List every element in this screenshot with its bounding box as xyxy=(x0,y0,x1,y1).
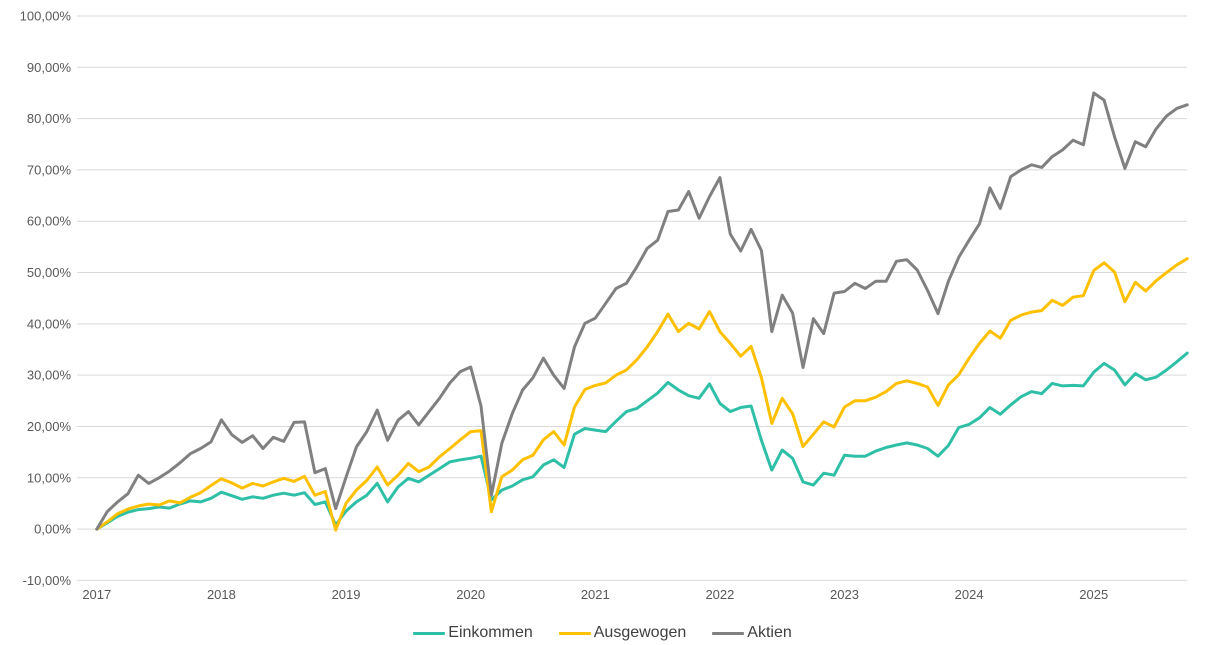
y-axis-tick-label: 40,00% xyxy=(27,316,72,331)
series-line-aktien xyxy=(95,91,1189,531)
y-axis-tick-label: 90,00% xyxy=(27,60,72,75)
legend-label-einkommen: Einkommen xyxy=(448,624,533,641)
x-axis-tick-label: 2021 xyxy=(581,587,610,602)
x-axis-tick-label: 2023 xyxy=(830,587,859,602)
x-axis-tick-label: 2019 xyxy=(332,587,361,602)
y-axis-tick-label: 30,00% xyxy=(27,368,72,383)
aktien-line-swatch xyxy=(712,631,745,635)
y-axis-tick-label: 50,00% xyxy=(27,265,72,280)
y-axis-tick-label: 60,00% xyxy=(27,214,72,229)
y-axis-tick-label: 20,00% xyxy=(27,419,72,434)
y-axis-tick-label: 0,00% xyxy=(34,522,71,537)
x-axis-tick-label: 2022 xyxy=(705,587,734,602)
y-axis-tick-label: -10,00% xyxy=(23,573,72,588)
x-axis-tick-label: 2024 xyxy=(955,587,984,602)
series-line-ausgewogen xyxy=(95,257,1189,532)
series-line-einkommen xyxy=(95,351,1189,531)
x-axis-tick-label: 2020 xyxy=(456,587,485,602)
y-axis-tick-label: 80,00% xyxy=(27,111,72,126)
ausgewogen-line-swatch xyxy=(558,631,591,635)
y-axis-tick-label: 70,00% xyxy=(27,162,72,177)
x-axis-tick-label: 2025 xyxy=(1079,587,1108,602)
legend-item-ausgewogen: Ausgewogen xyxy=(558,624,687,642)
chart-legend: Einkommen Ausgewogen Aktien xyxy=(0,620,1205,645)
legend-label-ausgewogen: Ausgewogen xyxy=(593,624,687,641)
y-axis-tick-label: 10,00% xyxy=(27,470,72,485)
legend-item-aktien: Aktien xyxy=(712,624,792,642)
x-axis-tick-label: 2017 xyxy=(82,587,111,602)
y-axis-tick-label: 100,00% xyxy=(20,9,72,24)
legend-label-aktien: Aktien xyxy=(747,624,792,641)
x-axis-tick-label: 2018 xyxy=(207,587,236,602)
legend-item-einkommen: Einkommen xyxy=(413,624,533,642)
einkommen-line-swatch xyxy=(413,631,446,635)
